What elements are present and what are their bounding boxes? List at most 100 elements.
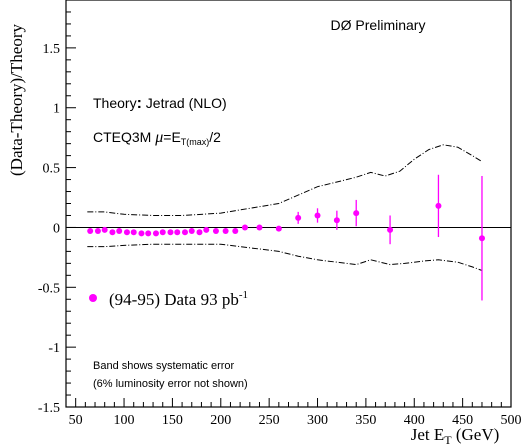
point-marker: [387, 226, 394, 233]
theory-colon: :: [137, 95, 142, 112]
point-marker: [295, 214, 302, 221]
x-axis-ticks: 50 100 150 200 250 300 350 400 450 500: [69, 398, 522, 428]
data-point: [167, 229, 174, 236]
y-tick-label: 1.5: [43, 42, 61, 57]
data-points: [87, 174, 485, 301]
x-tick-label: 100: [114, 413, 135, 428]
point-marker: [256, 224, 263, 231]
data-point: [203, 226, 210, 233]
point-marker: [196, 229, 203, 236]
theory-prefix: Theory: [93, 95, 137, 111]
data-point: [116, 228, 123, 235]
x-tick-label: 350: [355, 413, 376, 428]
point-marker: [101, 226, 108, 233]
data-point: [130, 229, 137, 236]
y-tick-label: -1: [48, 341, 60, 356]
legend-marker: [89, 294, 97, 302]
data-point: [109, 229, 116, 236]
data-point: [138, 230, 145, 237]
point-marker: [435, 202, 442, 209]
x-tick-label: 250: [259, 413, 280, 428]
point-marker: [188, 228, 195, 235]
point-marker: [152, 230, 159, 237]
point-marker: [241, 224, 248, 231]
x-tick-label: 500: [501, 413, 522, 428]
point-marker: [353, 210, 360, 217]
point-marker: [275, 225, 282, 232]
point-marker: [333, 217, 340, 224]
point-marker: [116, 228, 123, 235]
data-point: [222, 228, 229, 235]
point-marker: [203, 226, 210, 233]
data-point: [275, 225, 282, 232]
data-point: [174, 229, 181, 236]
y-axis-ticks: -1.5 -1 -0.5 0 0.5 1 1.5: [38, 11, 76, 416]
x-axis-label-subscript: T: [444, 433, 452, 447]
point-marker: [123, 229, 130, 236]
point-marker: [232, 228, 239, 235]
point-marker: [138, 230, 145, 237]
data-point: [101, 226, 108, 233]
x-tick-label: 50: [69, 413, 83, 428]
data-point: [159, 229, 166, 236]
data-point: [387, 215, 394, 245]
band-lower-edge: [87, 243, 483, 271]
y-tick-label: -0.5: [38, 281, 60, 296]
point-marker: [159, 229, 166, 236]
data-point: [256, 224, 263, 231]
luminosity-note: (6% luminosity error not shown): [93, 378, 248, 390]
data-point: [333, 210, 340, 230]
theory-model: Jetrad (NLO): [142, 95, 227, 111]
data-point: [435, 174, 442, 238]
pdf-scale-label: CTEQ3M μ=ET(max)/2: [93, 129, 221, 147]
x-tick-label: 150: [162, 413, 183, 428]
data-point: [188, 228, 195, 235]
pdf-prefix: CTEQ3M: [93, 129, 155, 145]
scale-equals: =E: [163, 129, 181, 145]
data-point: [181, 229, 188, 236]
point-marker: [109, 229, 116, 236]
band-note: Band shows systematic error: [93, 360, 235, 372]
data-point: [314, 208, 321, 223]
data-point: [478, 175, 485, 301]
point-marker: [167, 229, 174, 236]
point-marker: [94, 228, 101, 235]
point-marker: [314, 212, 321, 219]
point-marker: [145, 230, 152, 237]
x-tick-label: 200: [210, 413, 231, 428]
data-point: [232, 228, 239, 235]
legend-label: (94-95) Data 93 pb-1: [109, 289, 248, 309]
systematic-error-band: [87, 144, 483, 271]
point-marker: [181, 229, 188, 236]
legend-label-text: (94-95) Data 93 pb: [109, 290, 239, 309]
data-point: [241, 224, 248, 231]
point-marker: [478, 235, 485, 242]
x-tick-label: 400: [404, 413, 425, 428]
data-point: [152, 230, 159, 237]
y-tick-label: -1.5: [38, 401, 60, 416]
y-tick-label: 0: [53, 221, 60, 236]
point-marker: [130, 229, 137, 236]
y-tick-label: 0.5: [43, 162, 61, 177]
data-point: [212, 228, 219, 235]
point-marker: [87, 228, 94, 235]
y-tick-label: 1: [53, 102, 60, 117]
data-point: [94, 228, 101, 235]
x-axis-label-main: Jet E: [411, 425, 445, 444]
x-tick-label: 450: [452, 413, 473, 428]
data-point: [87, 228, 94, 235]
data-point: [295, 211, 302, 224]
scale-divisor: /2: [209, 129, 221, 145]
point-marker: [222, 228, 229, 235]
data-point: [353, 199, 360, 227]
plot-frame: [65, 0, 512, 408]
scale-subscript: T(max): [181, 137, 210, 147]
legend-label-exponent: -1: [239, 289, 248, 301]
point-marker: [174, 229, 181, 236]
mu-symbol: μ: [154, 129, 163, 146]
band-upper-edge: [87, 144, 483, 216]
preliminary-label: DØ Preliminary: [331, 17, 426, 33]
x-axis-label-unit: (GeV): [452, 425, 500, 444]
data-point: [123, 229, 130, 236]
